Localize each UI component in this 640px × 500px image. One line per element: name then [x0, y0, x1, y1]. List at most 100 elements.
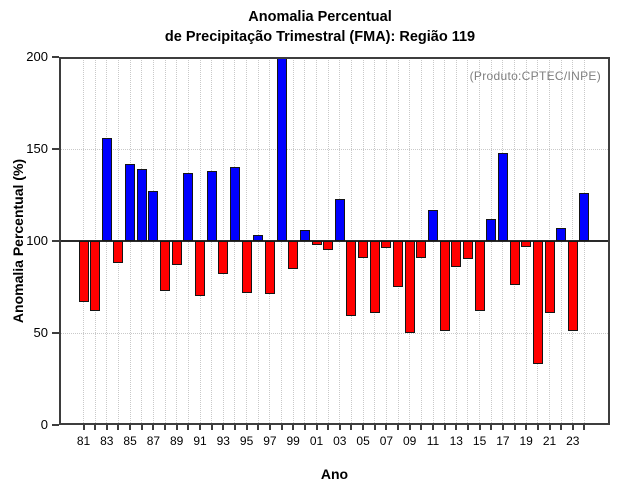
- bar-1986: [136, 169, 147, 241]
- x-tick-label-1987: 87: [146, 434, 161, 448]
- x-tick-2020: [536, 425, 539, 430]
- x-tick-label-2017: 17: [496, 434, 510, 448]
- y-tick-label-0: 0: [40, 417, 48, 432]
- horizontal-gridline-150: [59, 149, 610, 150]
- x-tick-1994: [233, 425, 236, 430]
- x-tick-1996: [257, 425, 260, 430]
- bar-2015: [474, 241, 485, 311]
- x-tick-1992: [210, 425, 213, 430]
- x-tick-2024: [583, 425, 586, 430]
- x-tick-2002: [327, 425, 330, 430]
- x-tick-1989: [175, 425, 178, 430]
- x-tick-label-2023: 23: [566, 434, 580, 448]
- x-tick-1987: [152, 425, 155, 430]
- x-tick-label-2009: 09: [403, 434, 417, 448]
- x-axis-title: Ano: [320, 466, 349, 482]
- bar-1988: [160, 241, 171, 291]
- x-tick-label-2013: 13: [449, 434, 463, 448]
- x-tick-label-1999: 99: [286, 434, 300, 448]
- bar-1993: [218, 241, 229, 275]
- bar-2020: [532, 241, 543, 365]
- bars-layer: [59, 57, 610, 425]
- x-tick-label-2001: 01: [309, 434, 324, 448]
- bar-2017: [497, 152, 508, 241]
- x-tick-2023: [571, 425, 574, 430]
- x-tick-2019: [525, 425, 528, 430]
- bar-1996: [253, 235, 264, 241]
- y-tick-label-200: 200: [26, 49, 48, 64]
- bar-1991: [195, 241, 205, 297]
- bar-2002: [323, 241, 334, 251]
- x-tick-1993: [222, 425, 225, 430]
- x-tick-1986: [140, 425, 143, 430]
- source-annotation: (Produto:CPTEC/INPE): [469, 69, 601, 83]
- x-tick-1981: [82, 425, 85, 430]
- bar-2016: [486, 218, 497, 241]
- bar-2008: [393, 241, 404, 287]
- x-tick-2003: [338, 425, 341, 430]
- y-tick-label-150: 150: [26, 141, 48, 156]
- x-tick-2011: [432, 425, 434, 430]
- bar-1990: [183, 172, 194, 241]
- y-tick-200: [52, 56, 59, 58]
- baseline-100: [59, 240, 610, 242]
- x-tick-1984: [117, 425, 120, 430]
- x-tick-1999: [292, 425, 295, 430]
- x-tick-2022: [560, 425, 563, 430]
- x-tick-label-1991: 91: [193, 434, 207, 448]
- bar-2003: [334, 198, 345, 241]
- x-tick-label-1989: 89: [170, 434, 184, 448]
- x-tick-label-1983: 83: [100, 434, 114, 448]
- x-tick-2016: [490, 425, 493, 430]
- y-tick-0: [52, 424, 59, 426]
- bar-1982: [90, 241, 101, 311]
- bar-2023: [567, 241, 578, 332]
- x-tick-2006: [373, 425, 376, 430]
- bar-2001: [311, 241, 322, 245]
- bar-2005: [358, 241, 369, 258]
- x-tick-1991: [199, 425, 201, 430]
- bar-2007: [381, 241, 392, 249]
- bar-2006: [369, 241, 380, 313]
- bar-2019: [521, 241, 532, 247]
- bar-1984: [113, 241, 124, 264]
- x-tick-1998: [280, 425, 283, 430]
- y-tick-150: [52, 148, 59, 150]
- bar-2010: [416, 241, 427, 258]
- x-tick-1995: [245, 425, 248, 430]
- y-tick-label-100: 100: [26, 233, 48, 248]
- bar-2022: [556, 228, 567, 241]
- bar-1994: [229, 167, 240, 241]
- x-tick-2015: [478, 425, 481, 430]
- bar-1995: [241, 241, 252, 293]
- x-tick-label-2021: 21: [542, 434, 557, 448]
- bar-2004: [346, 241, 357, 317]
- plot-area: (Produto:CPTEC/INPE): [59, 57, 610, 425]
- x-tick-2008: [397, 425, 400, 430]
- bar-1992: [206, 171, 217, 241]
- bar-2009: [404, 241, 415, 333]
- x-tick-2004: [350, 425, 353, 430]
- bar-1997: [264, 241, 275, 295]
- bar-1981: [78, 241, 89, 302]
- x-tick-1985: [129, 425, 132, 430]
- x-tick-2007: [385, 425, 388, 430]
- bar-2024: [579, 193, 590, 241]
- x-tick-1988: [164, 425, 167, 430]
- bar-2013: [451, 241, 462, 267]
- x-tick-2009: [408, 425, 411, 430]
- bar-2021: [544, 241, 555, 313]
- bar-2000: [299, 229, 310, 241]
- x-tick-label-2007: 07: [379, 434, 394, 448]
- x-tick-2017: [501, 425, 504, 430]
- x-tick-1982: [94, 425, 97, 430]
- x-tick-label-2015: 15: [472, 434, 487, 448]
- horizontal-gridline-50: [59, 333, 610, 334]
- x-tick-label-2005: 05: [356, 434, 370, 448]
- x-tick-label-1981: 81: [76, 434, 91, 448]
- bar-2011: [428, 209, 438, 241]
- x-tick-2018: [513, 425, 516, 430]
- bar-1985: [125, 163, 136, 241]
- x-tick-label-2003: 03: [333, 434, 347, 448]
